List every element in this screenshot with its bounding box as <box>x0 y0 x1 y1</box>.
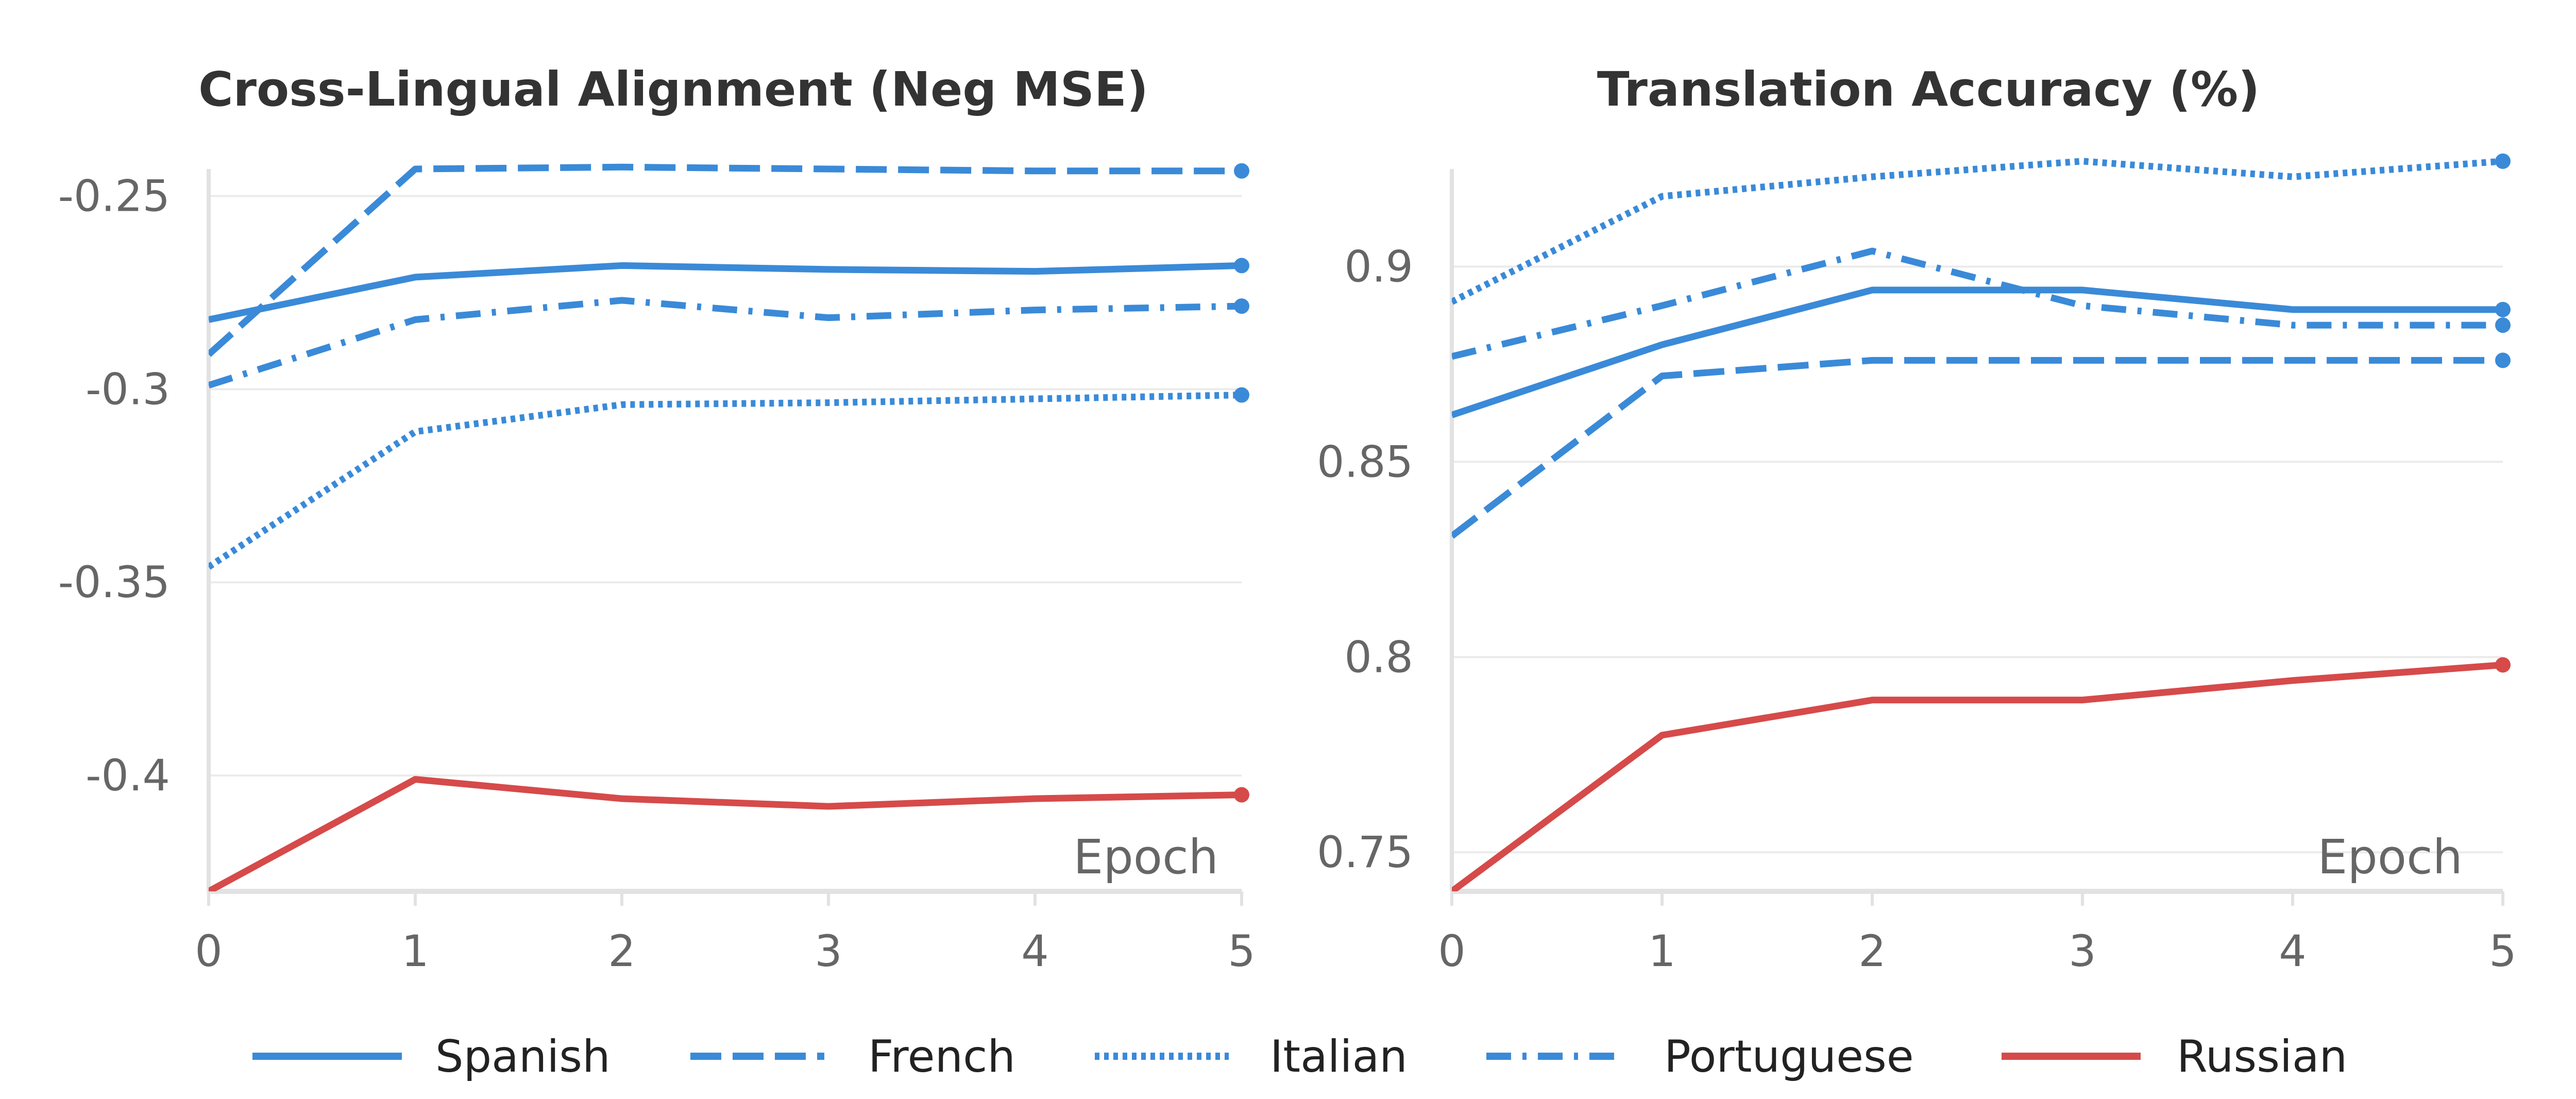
y-tick-label: 0.9 <box>1344 241 1413 292</box>
series-end-point-spanish <box>1234 258 1249 274</box>
y-tick-label: 0.75 <box>1317 827 1413 877</box>
y-tick-label: 0.85 <box>1317 436 1413 487</box>
y-tick-label: -0.3 <box>86 364 170 414</box>
series-end-point-russian <box>1234 787 1249 803</box>
x-tick-label: 0 <box>1438 926 1465 976</box>
series-end-point-portuguese <box>1234 298 1249 314</box>
series-line-french <box>1452 357 2503 539</box>
legend-label: Spanish <box>435 1031 611 1083</box>
series-end-point-italian <box>2495 153 2511 169</box>
series-line-french <box>209 163 1242 357</box>
series-line-russian <box>1452 661 2503 891</box>
x-tick-label: 5 <box>2489 926 2516 976</box>
x-tick-label: 3 <box>2069 926 2096 976</box>
x-axis-label: Epoch <box>2317 830 2463 885</box>
series-line-russian <box>209 776 1242 891</box>
legend-item-french[interactable]: French <box>690 1031 1015 1083</box>
series-line-spanish <box>1452 286 2503 418</box>
y-tick-label: -0.35 <box>58 557 170 607</box>
chart-title: Cross-Lingual Alignment (Neg MSE) <box>198 62 1148 117</box>
y-tick-label: -0.25 <box>58 171 170 221</box>
series-line-italian <box>1452 158 2503 305</box>
y-tick-label: -0.4 <box>86 750 170 801</box>
legend-item-russian[interactable]: Russian <box>2002 1031 2347 1083</box>
legend-item-italian[interactable]: Italian <box>1095 1031 1408 1083</box>
legend-label: French <box>868 1031 1015 1083</box>
series-line-italian <box>209 392 1242 570</box>
series-line-portuguese <box>1452 247 2503 360</box>
legend: Spanish French Italian Portuguese Russia… <box>252 1031 2347 1083</box>
x-tick-label: 0 <box>195 926 222 976</box>
legend-label: Portuguese <box>1664 1031 1914 1083</box>
x-tick-label: 1 <box>1648 926 1675 976</box>
legend-item-spanish[interactable]: Spanish <box>252 1031 611 1083</box>
series-line-spanish <box>209 262 1242 323</box>
series-end-point-russian <box>2495 657 2511 673</box>
legend-label: Russian <box>2177 1031 2347 1083</box>
series-end-point-spanish <box>2495 301 2511 317</box>
series-end-point-french <box>1234 163 1249 179</box>
series-end-point-french <box>2495 352 2511 368</box>
x-tick-label: 4 <box>2279 926 2306 976</box>
x-tick-label: 3 <box>815 926 842 976</box>
series-end-point-portuguese <box>2495 317 2511 333</box>
chart-cross-lingual-alignment: Cross-Lingual Alignment (Neg MSE) -0.4 -0… <box>58 62 1256 976</box>
series-end-point-italian <box>1234 387 1249 403</box>
y-tick-label: 0.8 <box>1344 632 1413 682</box>
x-tick-label: 5 <box>1228 926 1255 976</box>
chart-translation-accuracy: Translation Accuracy (%) 0.75 0.8 0.85 0.9 0… <box>1317 62 2517 976</box>
x-tick-label: 1 <box>401 926 429 976</box>
legend-item-portuguese[interactable]: Portuguese <box>1486 1031 1914 1083</box>
x-tick-label: 2 <box>608 926 635 976</box>
series-line-portuguese <box>209 297 1242 389</box>
x-tick-label: 2 <box>1858 926 1886 976</box>
x-axis-label: Epoch <box>1073 830 1218 885</box>
chart-title: Translation Accuracy (%) <box>1597 62 2260 117</box>
legend-label: Italian <box>1270 1031 1408 1083</box>
x-tick-label: 4 <box>1021 926 1048 976</box>
